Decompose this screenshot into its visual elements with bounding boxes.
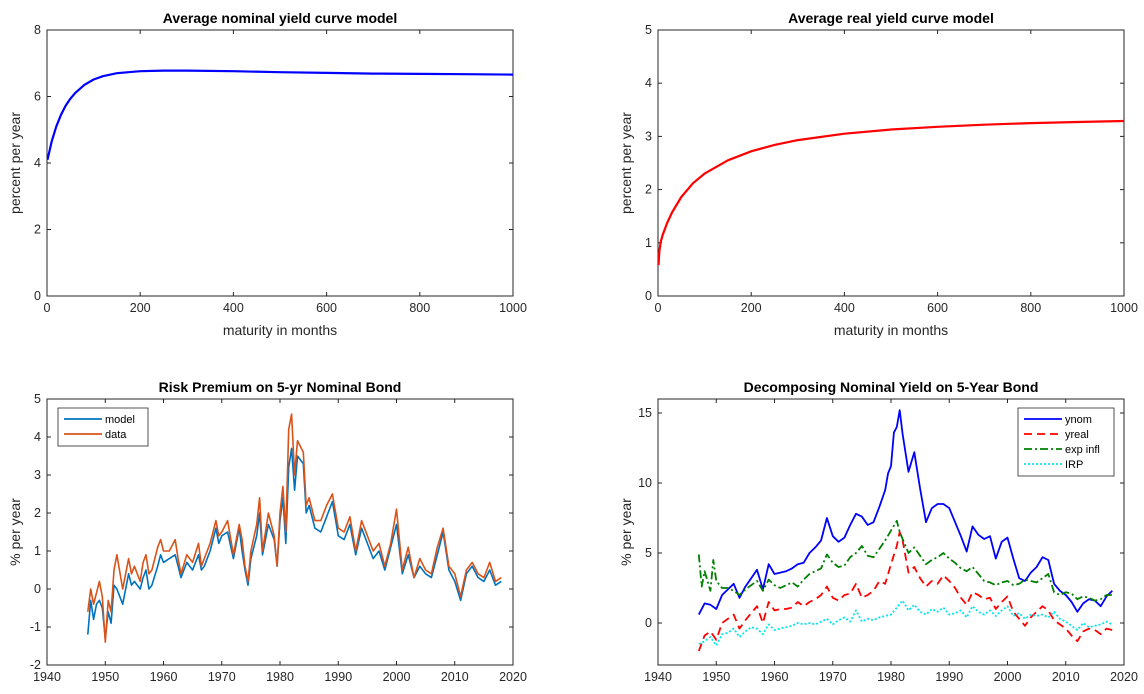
- chart-title: Average nominal yield curve model: [163, 10, 397, 26]
- x-tick-label: 1990: [324, 670, 352, 684]
- plot-area: [657, 29, 1125, 297]
- x-tick-label: 400: [834, 301, 855, 315]
- y-axis-label: % per year: [7, 498, 23, 566]
- legend-label: model: [105, 414, 135, 426]
- x-tick-label: 600: [927, 301, 948, 315]
- x-axis-label: maturity in months: [223, 322, 337, 338]
- series-group: [87, 413, 502, 644]
- y-tick-label: 0: [34, 582, 41, 596]
- y-tick-label: 1: [645, 236, 652, 250]
- y-tick-label: 0: [645, 289, 652, 303]
- legend-label: IRP: [1065, 459, 1083, 471]
- x-tick-label: 1970: [819, 670, 847, 684]
- y-tick-label: 2: [645, 183, 652, 197]
- y-tick-label: -2: [30, 658, 41, 672]
- x-axis-label: maturity in months: [834, 322, 948, 338]
- y-tick-label: 15: [638, 406, 652, 420]
- series-group: [47, 69, 513, 160]
- y-tick-label: 0: [645, 616, 652, 630]
- x-tick-label: 1980: [877, 670, 905, 684]
- x-tick-label: 1960: [150, 670, 178, 684]
- y-tick-label: 10: [638, 476, 652, 490]
- x-tick-label: 2010: [441, 670, 469, 684]
- x-tick-label: 200: [130, 301, 151, 315]
- panel-real-yield-curve: 0 200 400 600 800 1000 0 1 2 3 4 5 Average real yiel…: [618, 10, 1138, 338]
- series-line-ynom: [698, 409, 1113, 616]
- x-tick-label: 1000: [1110, 301, 1138, 315]
- panel-nominal-yield-curve: 0 200 400 600 800 1000 0 2 4 6 8 Average nominal yi…: [7, 10, 527, 338]
- y-tick-label: 6: [34, 90, 41, 104]
- legend: ynom yreal exp infl IRP: [1017, 407, 1115, 477]
- y-tick-label: 5: [34, 392, 41, 406]
- legend-label: data: [105, 429, 127, 441]
- y-axis-label: % per year: [618, 498, 634, 566]
- y-tick-label: 2: [34, 223, 41, 237]
- x-tick-label: 200: [741, 301, 762, 315]
- x-tick-label: 1950: [702, 670, 730, 684]
- y-tick-label: 3: [645, 129, 652, 143]
- x-tick-label: 1940: [644, 670, 672, 684]
- y-tick-label: 4: [34, 156, 41, 170]
- series-line-0: [47, 69, 513, 160]
- legend-label: yreal: [1065, 429, 1089, 441]
- x-tick-label: 800: [409, 301, 430, 315]
- x-tick-label: 2020: [1110, 670, 1138, 684]
- y-tick-label: 5: [645, 546, 652, 560]
- x-tick-label: 1960: [761, 670, 789, 684]
- y-axis-label: percent per year: [618, 112, 634, 214]
- y-tick-label: 1: [34, 544, 41, 558]
- legend-box: [57, 407, 149, 447]
- y-tick-label: 3: [34, 468, 41, 482]
- x-tick-label: 2010: [1052, 670, 1080, 684]
- x-tick-label: 0: [44, 301, 51, 315]
- series-line-data: [87, 413, 502, 644]
- x-tick-label: 1950: [91, 670, 119, 684]
- x-tick-label: 2020: [499, 670, 527, 684]
- panel-yield-decomposition: 1940 1950 1960 1970 1980 1990 2000 2010 2020 0 5 10…: [618, 379, 1138, 684]
- y-tick-label: 0: [34, 289, 41, 303]
- series-line-0: [658, 119, 1124, 266]
- y-tick-label: 8: [34, 23, 41, 37]
- x-tick-label: 1990: [935, 670, 963, 684]
- panel-risk-premium: 1940 1950 1960 1970 1980 1990 2000 2010 2020 -2 -1…: [7, 379, 527, 684]
- x-tick-label: 800: [1020, 301, 1041, 315]
- y-axis-label: percent per year: [7, 112, 23, 214]
- y-tick-label: 4: [645, 76, 652, 90]
- series-line-IRP: [698, 599, 1113, 647]
- y-tick-label: 4: [34, 430, 41, 444]
- x-tick-label: 1970: [208, 670, 236, 684]
- chart-title: Average real yield curve model: [788, 10, 994, 26]
- series-group: [658, 119, 1124, 266]
- chart-title: Risk Premium on 5-yr Nominal Bond: [159, 379, 402, 395]
- x-tick-label: 400: [223, 301, 244, 315]
- x-tick-label: 0: [655, 301, 662, 315]
- x-tick-label: 1980: [266, 670, 294, 684]
- series-group: [697, 409, 1113, 652]
- x-tick-label: 600: [316, 301, 337, 315]
- legend-label: exp infl: [1065, 444, 1100, 456]
- x-tick-label: 2000: [383, 670, 411, 684]
- x-tick-label: 1940: [33, 670, 61, 684]
- legend-label: ynom: [1065, 414, 1092, 426]
- plot-area: [46, 29, 514, 297]
- x-tick-label: 1000: [499, 301, 527, 315]
- x-tick-label: 2000: [994, 670, 1022, 684]
- legend: model data: [57, 407, 149, 447]
- chart-title: Decomposing Nominal Yield on 5-Year Bond: [744, 379, 1039, 395]
- y-tick-label: 5: [645, 23, 652, 37]
- y-tick-label: -1: [30, 620, 41, 634]
- y-tick-label: 2: [34, 506, 41, 520]
